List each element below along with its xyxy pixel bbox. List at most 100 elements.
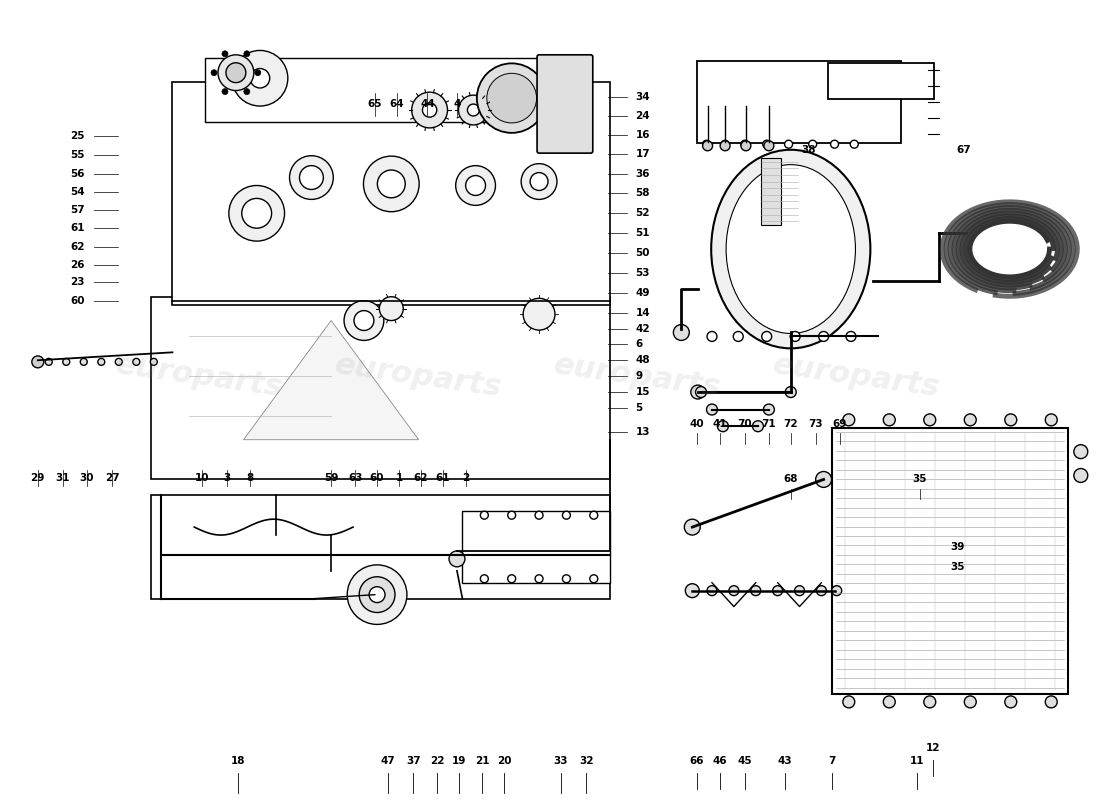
Ellipse shape: [726, 165, 856, 334]
Circle shape: [80, 358, 87, 366]
Circle shape: [562, 574, 571, 582]
Text: 65: 65: [367, 99, 382, 110]
Text: 43: 43: [778, 757, 793, 766]
Text: 12: 12: [926, 743, 940, 753]
Circle shape: [289, 156, 333, 199]
Text: 70: 70: [737, 419, 752, 429]
Circle shape: [348, 565, 407, 625]
Text: 47: 47: [381, 757, 395, 766]
Circle shape: [720, 141, 730, 150]
Text: 22: 22: [430, 757, 444, 766]
Text: 73: 73: [808, 419, 823, 429]
Circle shape: [508, 511, 516, 519]
Circle shape: [344, 301, 384, 341]
Circle shape: [535, 511, 543, 519]
Circle shape: [965, 414, 976, 426]
Text: 60: 60: [70, 296, 85, 306]
Circle shape: [481, 511, 488, 519]
Circle shape: [354, 310, 374, 330]
Circle shape: [816, 471, 832, 487]
Circle shape: [562, 511, 571, 519]
Circle shape: [729, 586, 739, 596]
Text: 33: 33: [553, 757, 569, 766]
Text: 62: 62: [414, 473, 428, 483]
FancyBboxPatch shape: [828, 63, 934, 99]
Circle shape: [843, 414, 855, 426]
Circle shape: [785, 386, 796, 398]
Circle shape: [1074, 469, 1088, 482]
Circle shape: [116, 358, 122, 366]
Circle shape: [244, 50, 250, 57]
Circle shape: [218, 55, 254, 90]
Circle shape: [590, 511, 597, 519]
Circle shape: [703, 140, 711, 148]
Text: europarts: europarts: [771, 350, 942, 402]
Text: 14: 14: [636, 308, 650, 318]
Circle shape: [459, 95, 488, 125]
Text: 62: 62: [70, 242, 85, 252]
Circle shape: [707, 331, 717, 342]
Circle shape: [1004, 696, 1016, 708]
Circle shape: [818, 331, 828, 342]
Circle shape: [1074, 445, 1088, 458]
Circle shape: [524, 298, 556, 330]
Bar: [206, 58, 588, 122]
Circle shape: [762, 140, 771, 148]
Polygon shape: [462, 511, 610, 582]
Circle shape: [63, 358, 69, 366]
Circle shape: [98, 358, 104, 366]
Text: 24: 24: [636, 111, 650, 122]
Text: 49: 49: [636, 288, 650, 298]
Circle shape: [242, 198, 272, 228]
Circle shape: [832, 586, 842, 596]
Circle shape: [695, 386, 706, 398]
Circle shape: [250, 69, 270, 88]
Text: 31: 31: [56, 473, 70, 483]
Circle shape: [151, 358, 157, 366]
Circle shape: [673, 325, 690, 341]
Circle shape: [965, 696, 976, 708]
Circle shape: [734, 331, 744, 342]
Circle shape: [455, 166, 495, 206]
Text: 20: 20: [497, 757, 512, 766]
Circle shape: [883, 414, 895, 426]
Text: 66: 66: [690, 757, 704, 766]
Circle shape: [740, 140, 749, 148]
Text: 13: 13: [636, 426, 650, 437]
Circle shape: [850, 140, 858, 148]
Circle shape: [707, 586, 717, 596]
Text: 3: 3: [223, 473, 231, 483]
Text: europarts: europarts: [114, 350, 285, 402]
Text: 4: 4: [453, 99, 461, 110]
Text: 11: 11: [910, 757, 924, 766]
Circle shape: [222, 89, 228, 94]
Text: 60: 60: [370, 473, 384, 483]
Circle shape: [377, 170, 405, 198]
Ellipse shape: [477, 63, 547, 133]
Text: 17: 17: [636, 149, 650, 158]
Circle shape: [751, 586, 761, 596]
Circle shape: [468, 104, 480, 116]
Circle shape: [924, 696, 936, 708]
Text: 25: 25: [70, 131, 85, 142]
Text: 10: 10: [195, 473, 209, 483]
FancyBboxPatch shape: [696, 62, 901, 142]
Text: 29: 29: [31, 473, 45, 483]
Circle shape: [924, 414, 936, 426]
Text: 8: 8: [246, 473, 254, 483]
Circle shape: [790, 331, 800, 342]
Text: 32: 32: [579, 757, 593, 766]
Text: 39: 39: [950, 542, 965, 552]
Circle shape: [722, 140, 729, 148]
Text: 9: 9: [636, 371, 642, 381]
Circle shape: [229, 186, 285, 241]
Text: 46: 46: [713, 757, 727, 766]
Circle shape: [691, 385, 705, 399]
Text: 64: 64: [389, 99, 404, 110]
Circle shape: [255, 70, 261, 76]
Circle shape: [1045, 696, 1057, 708]
Text: 30: 30: [80, 473, 95, 483]
Circle shape: [535, 574, 543, 582]
Circle shape: [133, 358, 140, 366]
Circle shape: [1004, 414, 1016, 426]
